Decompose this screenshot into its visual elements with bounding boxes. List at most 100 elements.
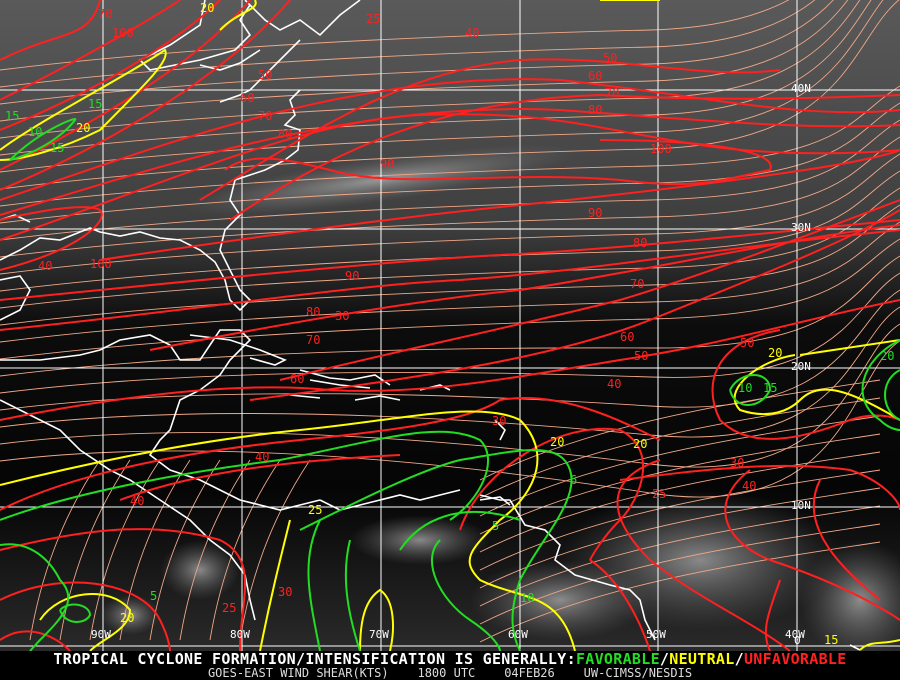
contour-label: 40 — [255, 450, 269, 464]
streamline — [0, 306, 900, 438]
streamline — [0, 204, 900, 326]
contour-label: 100 — [90, 257, 112, 271]
contour-label: 5 — [150, 589, 157, 603]
shear-contour — [812, 479, 881, 601]
shear-contour — [0, 397, 661, 511]
latitude-label: 0 — [794, 634, 801, 647]
contour-label: 100 — [112, 26, 134, 40]
streamline — [0, 187, 900, 309]
streamline — [479, 505, 881, 607]
shear-contour — [0, 0, 101, 61]
longitude-label: 40W — [785, 628, 805, 641]
streamline — [479, 523, 881, 625]
latitude-label: 20N — [791, 360, 811, 373]
streamline — [479, 487, 881, 589]
contour-label: 60 — [588, 69, 602, 83]
wind-shear-contours — [0, 0, 900, 651]
grid-labels: 90W 80W 70W 60W 50W 40W 40N 30N 20N 10N 0 — [91, 82, 811, 647]
streamline — [0, 119, 900, 241]
shear-contour — [724, 469, 900, 621]
shear-contour — [0, 108, 900, 216]
contour-label: 20 — [633, 437, 647, 451]
valid-time: 1800 UTC — [417, 666, 476, 680]
contour-label: 20 — [768, 346, 782, 360]
contour-label: 90 — [588, 206, 602, 220]
shear-contour — [149, 224, 900, 351]
contour-label: 40 — [607, 377, 621, 391]
contour-label: 80 — [588, 103, 602, 117]
streamline — [239, 459, 311, 641]
shear-contour — [0, 78, 900, 201]
shear-contour — [0, 0, 291, 191]
shear-contour — [259, 519, 291, 651]
contour-label: 40 — [742, 479, 756, 493]
shear-contour — [249, 209, 900, 401]
source: UW-CIMSS/NESDIS — [583, 666, 693, 680]
contour-label: 20 — [880, 349, 894, 363]
longitude-label: 70W — [369, 628, 389, 641]
streamline — [0, 0, 834, 105]
contour-label: 30 — [335, 309, 349, 323]
shear-contour — [279, 199, 900, 381]
streamline — [0, 0, 849, 122]
streamline — [0, 221, 900, 343]
contour-label: 20 — [120, 611, 134, 625]
contour-label: 15 — [5, 109, 19, 123]
streamline — [0, 102, 900, 224]
product-name: GOES-EAST WIND SHEAR(KTS) — [207, 666, 389, 680]
shear-contour — [799, 339, 900, 356]
shear-contour — [299, 449, 573, 651]
contour-label: 10 — [28, 125, 42, 139]
streamline — [479, 415, 881, 517]
shear-contour — [0, 299, 900, 421]
shear-contour — [764, 579, 781, 651]
shear-contour — [9, 118, 77, 161]
streamline — [479, 451, 881, 553]
shear-contour — [0, 48, 167, 161]
shear-contour — [39, 593, 132, 651]
shear-contour — [59, 603, 92, 623]
shear-contour — [0, 543, 70, 651]
contour-label: 50 — [258, 68, 272, 82]
contour-label: 50 — [634, 349, 648, 363]
shear-contour — [0, 430, 490, 521]
shear-contour — [0, 219, 900, 301]
contour-label: 30 — [278, 585, 292, 599]
title: TROPICAL CYCLONE FORMATION/INTENSIFICATI… — [53, 650, 576, 668]
cloud-patches — [100, 144, 900, 651]
streamline — [0, 0, 900, 190]
contour-label: 20 — [200, 1, 214, 15]
contour-label: 25 — [652, 487, 666, 501]
latitude-label: 10N — [791, 499, 811, 512]
contour-label: 40 — [130, 494, 144, 508]
longitude-label: 80W — [230, 628, 250, 641]
shear-contour — [119, 454, 401, 501]
contour-label: 70 — [258, 109, 272, 123]
streamline — [149, 459, 221, 641]
date: 04FEB26 — [504, 666, 555, 680]
streamline — [0, 340, 900, 498]
contour-label: 70 — [630, 277, 644, 291]
streamline — [479, 397, 881, 499]
streamline — [0, 153, 900, 275]
streamline — [479, 379, 881, 481]
streamline — [0, 238, 900, 360]
legend-sep: / — [734, 650, 744, 668]
contour-label: 25 — [308, 503, 322, 517]
contour-label: 70 — [98, 7, 112, 21]
contour-label: 20 — [550, 435, 564, 449]
legend-favorable: FAVORABLE — [575, 650, 660, 668]
legend-line: TROPICAL CYCLONE FORMATION/INTENSIFICATI… — [0, 651, 900, 667]
contour-label: 90 — [345, 269, 359, 283]
shear-contour — [459, 427, 645, 561]
contour-label: 60 — [620, 330, 634, 344]
longitude-label: 90W — [91, 628, 111, 641]
contour-label: 30 — [730, 456, 744, 470]
shear-contour — [229, 93, 900, 221]
streamline — [0, 0, 872, 156]
shear-contour — [0, 528, 246, 651]
shear-contour — [859, 639, 900, 651]
shear-contour — [224, 139, 772, 186]
legend-neutral: NEUTRAL — [669, 650, 735, 668]
shear-contour — [616, 459, 791, 651]
